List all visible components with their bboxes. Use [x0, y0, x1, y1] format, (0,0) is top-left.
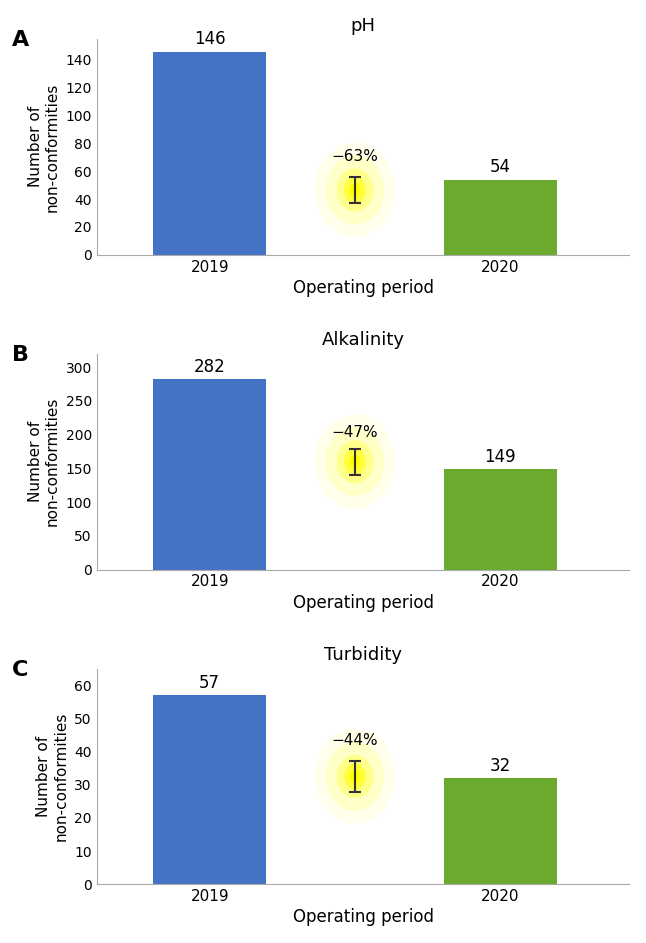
X-axis label: Operating period: Operating period	[293, 279, 433, 297]
Polygon shape	[337, 755, 373, 798]
Polygon shape	[326, 742, 384, 811]
Polygon shape	[315, 142, 395, 238]
Polygon shape	[344, 764, 366, 789]
Text: 32: 32	[490, 757, 511, 775]
Text: −63%: −63%	[331, 149, 379, 164]
Y-axis label: Number of
non-conformities: Number of non-conformities	[28, 82, 60, 211]
Text: A: A	[12, 30, 29, 50]
Bar	[153, 695, 266, 885]
Polygon shape	[337, 440, 373, 483]
Text: 149: 149	[484, 448, 516, 466]
Text: −47%: −47%	[331, 425, 379, 440]
Polygon shape	[326, 427, 384, 496]
Polygon shape	[344, 449, 366, 474]
Bar	[153, 52, 266, 255]
Bar	[444, 469, 557, 570]
Polygon shape	[349, 770, 360, 783]
Polygon shape	[350, 185, 360, 195]
Title: pH: pH	[351, 17, 375, 35]
Text: C: C	[12, 660, 28, 680]
Text: 282: 282	[194, 358, 225, 376]
Polygon shape	[349, 184, 360, 196]
Polygon shape	[337, 169, 373, 211]
Polygon shape	[350, 771, 360, 782]
Bar	[444, 179, 557, 255]
Text: B: B	[12, 345, 28, 365]
Polygon shape	[344, 177, 366, 203]
Y-axis label: Number of
non-conformities: Number of non-conformities	[36, 712, 68, 841]
X-axis label: Operating period: Operating period	[293, 593, 433, 612]
Bar	[444, 778, 557, 885]
Polygon shape	[315, 729, 395, 824]
Text: 146: 146	[194, 30, 225, 48]
X-axis label: Operating period: Operating period	[293, 908, 433, 926]
Polygon shape	[315, 414, 395, 509]
Polygon shape	[326, 156, 384, 224]
Text: 54: 54	[490, 158, 511, 176]
Y-axis label: Number of
non-conformities: Number of non-conformities	[28, 397, 60, 526]
Text: 57: 57	[199, 674, 220, 692]
Bar	[153, 379, 266, 570]
Title: Alkalinity: Alkalinity	[322, 331, 404, 350]
Polygon shape	[349, 455, 360, 468]
Polygon shape	[350, 456, 360, 467]
Text: −44%: −44%	[331, 734, 379, 749]
Title: Turbidity: Turbidity	[324, 646, 402, 664]
